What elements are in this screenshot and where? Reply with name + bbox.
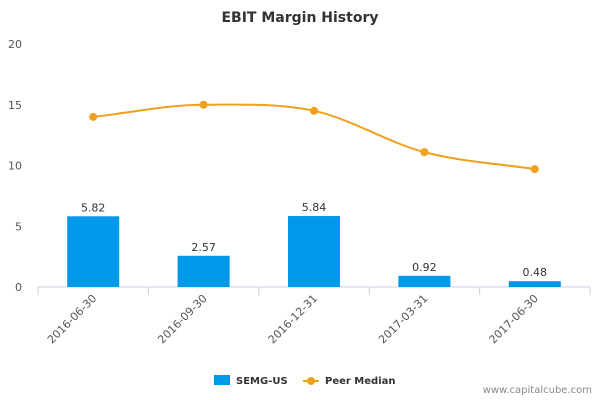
y-tick-label: 10 (8, 160, 22, 173)
legend-swatch-bar (214, 375, 230, 385)
bar-data-label: 2.57 (191, 241, 216, 254)
bar (67, 216, 120, 287)
x-tick-label: 2016-09-30 (155, 292, 209, 346)
x-tick-label: 2016-12-31 (266, 292, 320, 346)
legend: SEMG-US Peer Median (214, 375, 396, 387)
bar-data-label: 5.84 (302, 201, 327, 214)
bar-data-labels: 5.82 2.57 5.84 0.92 0.48 (81, 201, 547, 279)
x-axis: 2016-06-30 2016-09-30 2016-12-31 2017-03-31… (37, 287, 591, 346)
bar (398, 275, 451, 287)
bar (177, 255, 230, 287)
peer-median-point (89, 112, 98, 121)
bar-data-label: 5.82 (81, 201, 106, 214)
chart-title: EBIT Margin History (221, 10, 378, 26)
x-tick-label: 2017-06-30 (487, 292, 541, 346)
peer-median-point (420, 148, 429, 157)
legend-label-bar: SEMG-US (236, 376, 288, 387)
y-tick-label: 15 (8, 99, 22, 112)
x-tick-label: 2016-06-30 (45, 292, 99, 346)
line-series (89, 100, 539, 174)
watermark: www.capitalcube.com (482, 385, 592, 396)
bar (508, 281, 561, 287)
y-tick-label: 0 (15, 281, 22, 294)
legend-label-line: Peer Median (325, 376, 396, 387)
bar-series (67, 216, 561, 287)
legend-swatch-marker (307, 377, 315, 385)
peer-median-point (310, 106, 318, 115)
peer-median-point (530, 165, 539, 174)
y-axis: 0 5 10 15 20 (8, 38, 22, 294)
bar (288, 216, 340, 287)
y-tick-label: 20 (8, 38, 22, 51)
bar-data-label: 0.48 (523, 266, 548, 279)
peer-median-point (199, 100, 208, 109)
y-tick-label: 5 (15, 220, 22, 233)
x-tick-label: 2017-03-31 (376, 292, 430, 346)
bar-data-label: 0.92 (412, 261, 437, 274)
